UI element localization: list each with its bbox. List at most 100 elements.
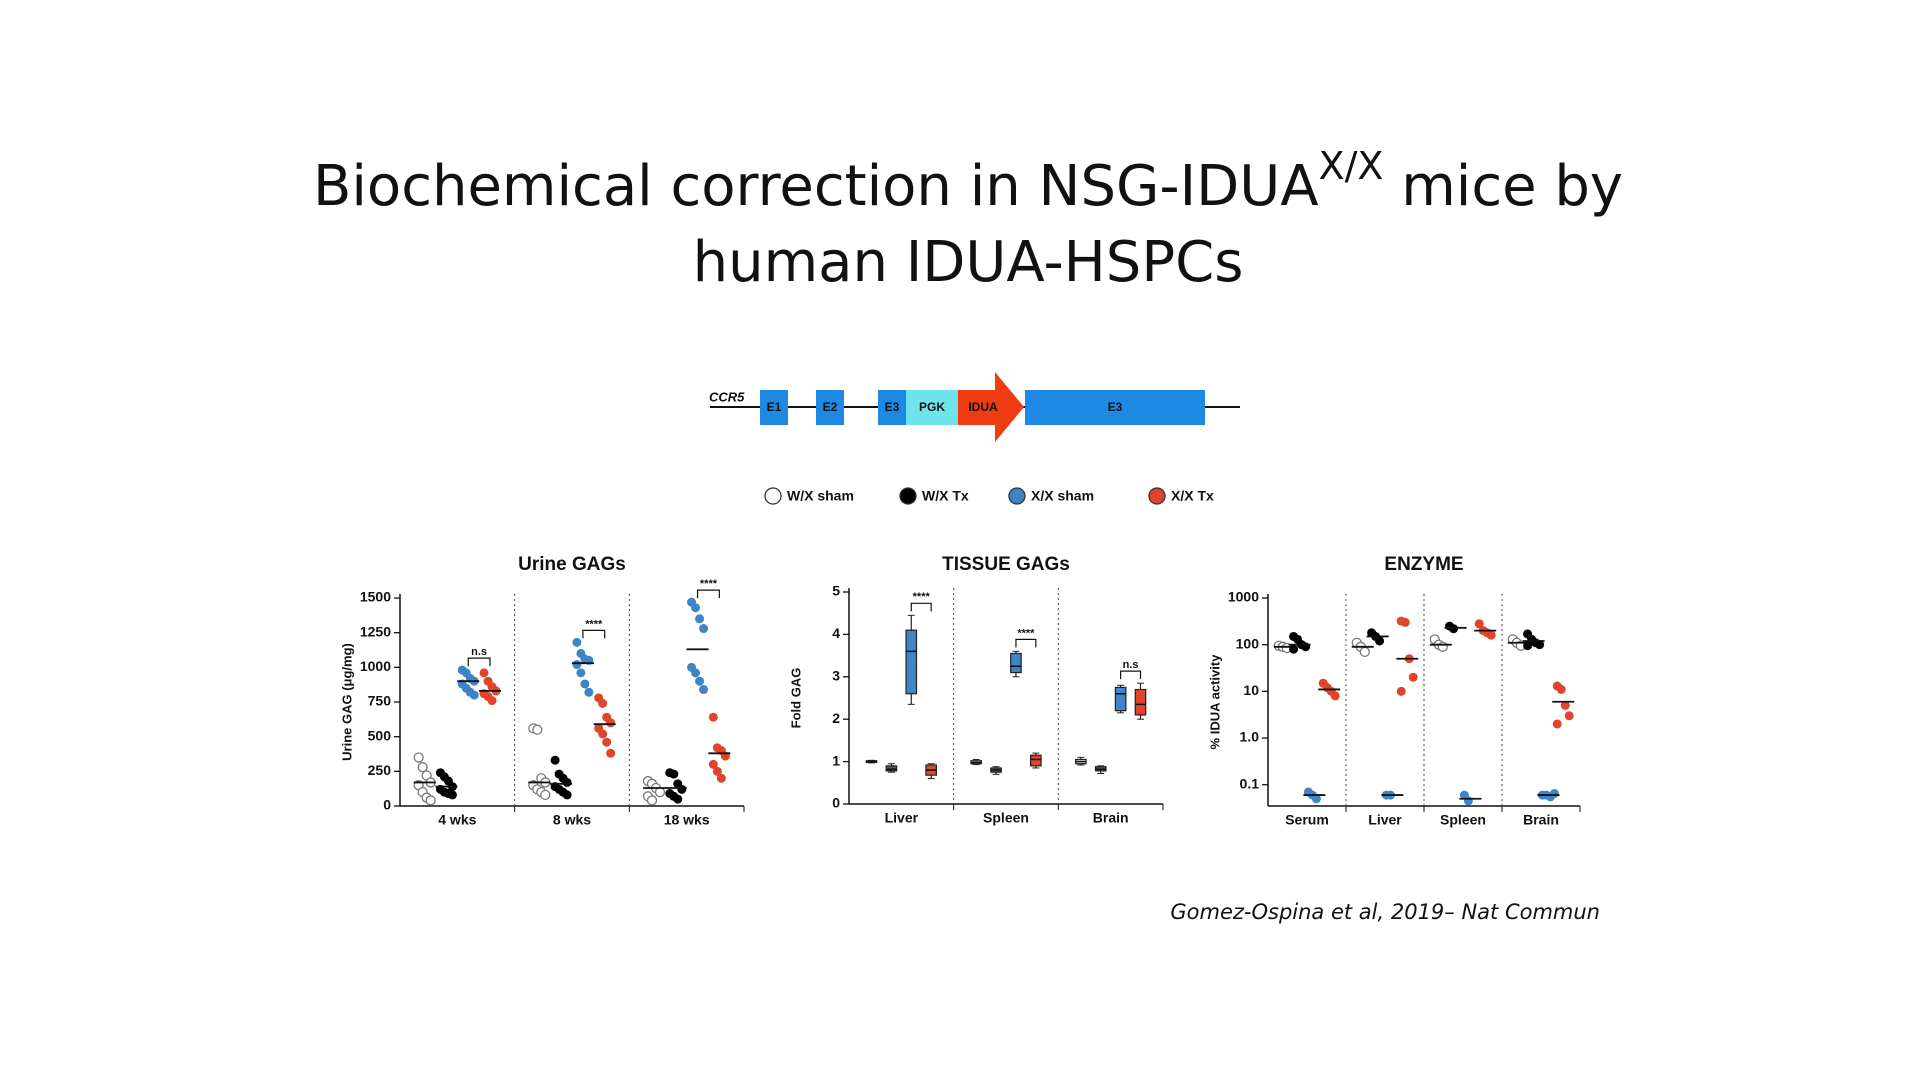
data-point [1486,630,1496,640]
exon [816,390,844,425]
significance-label: n.s [471,646,487,658]
data-point [1560,700,1570,710]
data-point [654,786,666,798]
data-point [695,614,705,624]
data-point [447,790,457,800]
data-point [1474,619,1484,629]
y-axis-label: % IDUA activity [1207,654,1222,750]
x-tick-label: Brain [1523,812,1559,828]
y-tick-label: 10 [1243,682,1259,698]
slide-title: human IDUA-HSPCs [693,230,1244,295]
significance-bracket [467,657,491,667]
data-point [691,668,701,678]
x-tick-label: Spleen [1440,812,1486,828]
x-tick-label: Liver [885,810,919,826]
significance-bracket [582,629,606,639]
legend-label: W/X Tx [922,488,969,504]
data-point [708,712,718,722]
significance-bracket [1015,638,1037,648]
data-point [1289,644,1299,654]
y-tick-label: 500 [368,727,392,743]
data-point [669,769,679,779]
y-tick-label: 3 [832,668,840,684]
data-point [1437,641,1448,652]
y-tick-label: 5 [832,583,840,599]
data-point [712,766,722,776]
chart: ENZYME % IDUA activity 0.1 1.0 10 100 1000 Seru… [1207,554,1581,828]
x-tick-label: 4 wks [438,812,476,828]
data-point [1463,796,1473,806]
x-tick-label: Liver [1368,812,1402,828]
box [1134,688,1147,716]
significance-label: **** [700,578,718,590]
y-tick-label: 2 [832,710,840,726]
legend: W/X sham W/X Tx X/X sham X/X Tx [764,487,1214,505]
slide-title: Biochemical correction in NSG-IDUAX/X mi… [313,144,1623,220]
segment-label: E3 [1108,400,1123,414]
legend-marker [899,487,917,505]
significance-label: **** [585,618,603,630]
data-point [479,668,489,678]
y-tick-label: 0.1 [1240,775,1260,791]
title-superscript: X/X [1319,144,1384,188]
data-point [1375,636,1385,646]
data-point [699,624,709,634]
chart-title: TISSUE GAGs [942,554,1070,575]
exon [760,390,788,425]
data-point [572,660,582,670]
y-tick-label: 0 [832,795,840,811]
title-part: Biochemical correction in NSG-IDUA [313,154,1319,219]
data-point [417,762,428,773]
x-tick-label: 8 wks [553,812,591,828]
data-point [1311,794,1321,804]
exon [878,390,906,425]
chart-title: ENZYME [1384,554,1463,575]
data-point [1523,641,1533,651]
box [1010,652,1022,674]
data-point [699,685,709,695]
segment-label: E1 [767,400,782,414]
significance-bracket [696,589,720,599]
box [905,629,918,695]
box [1029,754,1042,767]
data-point [695,676,705,686]
data-point [580,679,590,689]
data-point [1408,672,1418,682]
significance-bracket [1120,670,1142,680]
data-point [540,789,551,801]
citation: Gomez-Ospina et al, 2019– Nat Commun [1170,900,1600,924]
y-tick-label: 1500 [360,589,391,605]
data-point [673,794,683,804]
legend-label: W/X sham [787,488,854,504]
legend-label: X/X sham [1031,488,1094,504]
construct-diagram: CCR5 E1 E2 E3 PGK IDUA E3 [709,372,1240,442]
data-point [598,698,608,708]
data-point [1552,719,1562,729]
data-point [1535,640,1545,650]
data-point [550,755,560,765]
y-tick-label: 1000 [1228,589,1259,605]
data-point [1359,646,1370,658]
chart-title: Urine GAGs [518,554,626,575]
y-tick-label: 750 [368,693,392,709]
x-tick-label: Brain [1093,810,1129,826]
legend-label: X/X Tx [1171,488,1214,504]
significance-label: n.s [1123,659,1139,671]
data-point [469,690,479,700]
data-point [487,696,497,706]
segment-label: PGK [919,400,945,414]
transgene-arrow [958,372,1024,442]
y-tick-label: 4 [832,625,840,641]
data-point [691,603,701,613]
exon [1025,390,1205,425]
construct-label: CCR5 [709,389,745,404]
segment-label: E3 [885,400,900,414]
y-tick-label: 100 [1236,635,1260,651]
legend-marker [1008,487,1026,505]
segment-label: IDUA [968,400,998,414]
data-point [646,795,658,806]
data-point [576,668,586,678]
data-point [1549,788,1559,798]
y-tick-label: 1250 [360,623,391,639]
